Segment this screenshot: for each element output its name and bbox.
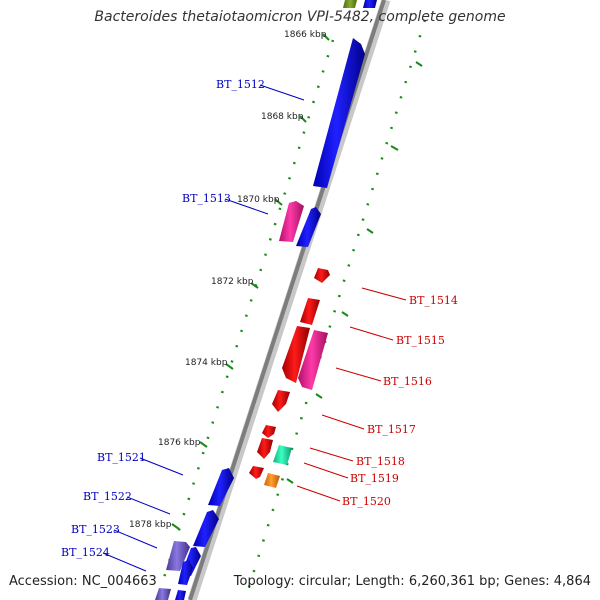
gene-label-bt-1516[interactable]: BT_1516	[383, 375, 432, 388]
tick-mark	[199, 441, 208, 448]
gene-label-bt-1513[interactable]: BT_1513	[182, 192, 231, 205]
gene-label-bt-1524[interactable]: BT_1524	[61, 546, 110, 559]
gene-label-bt-1518[interactable]: BT_1518	[356, 455, 405, 468]
gene-bt-1514[interactable]	[314, 268, 330, 283]
accession-label: Accession:	[9, 574, 78, 589]
gene-blue-bottom[interactable]	[175, 590, 186, 600]
gene-bt-1512[interactable]	[313, 38, 365, 188]
gene-bt-1524[interactable]	[178, 560, 193, 585]
gene-bt-1519[interactable]	[273, 445, 292, 465]
gene-bt-1523[interactable]	[166, 541, 190, 571]
dotted-track-left	[155, 39, 335, 600]
leader-bt-1521	[139, 457, 184, 476]
length-value: 6,260,361 bp	[408, 574, 496, 589]
gene-label-bt-1520[interactable]: BT_1520	[342, 495, 391, 508]
gene-bt-1520[interactable]	[264, 473, 280, 488]
gene-labels: BT_1512 BT_1513 BT_1514 BT_1515 BT_1516 …	[61, 78, 458, 559]
gene-bt-1522[interactable]	[193, 510, 219, 547]
gene-label-bt-1512[interactable]: BT_1512	[216, 78, 265, 91]
gene-label-bt-1521[interactable]: BT_1521	[97, 451, 146, 464]
kbp-label: 1878 kbp	[129, 520, 172, 530]
leader-lines	[102, 84, 407, 572]
gene-bt-1515[interactable]	[300, 298, 320, 325]
gene-bt-1516[interactable]	[282, 326, 310, 383]
accession-info: Accession: NC_004663	[9, 574, 157, 589]
gene-label-bt-1523[interactable]: BT_1523	[71, 523, 120, 536]
tick-mark	[415, 61, 423, 67]
gene-bt-1518-a[interactable]	[262, 425, 276, 438]
gene-bt-1517[interactable]	[272, 390, 290, 412]
gene-bt-1513-a[interactable]	[279, 201, 304, 242]
leader-bt-1515	[349, 326, 394, 341]
gene-bt-1518[interactable]	[257, 438, 273, 459]
genes-label: Genes:	[504, 574, 550, 589]
gene-label-bt-1514[interactable]: BT_1514	[409, 294, 458, 307]
gene-bt-1516-b[interactable]	[298, 330, 328, 390]
leader-bt-1513	[224, 198, 269, 215]
leader-bt-1524	[102, 552, 147, 572]
tick-mark	[341, 311, 349, 317]
gene-olive[interactable]	[343, 0, 357, 8]
tick-mark	[286, 478, 294, 484]
leader-bt-1517	[321, 414, 365, 430]
gene-bt-1520-a[interactable]	[249, 466, 264, 479]
tick-mark	[322, 33, 330, 41]
reverse-strand-genes	[249, 268, 330, 488]
gene-bt-1521[interactable]	[208, 468, 234, 506]
leader-bt-1522	[126, 496, 171, 515]
gene-label-bt-1519[interactable]: BT_1519	[350, 472, 399, 485]
leader-bt-1512	[259, 84, 305, 101]
gene-label-bt-1522[interactable]: BT_1522	[83, 490, 132, 503]
leader-bt-1520	[296, 485, 341, 502]
major-ticks	[171, 33, 423, 530]
gene-label-bt-1517[interactable]: BT_1517	[367, 423, 416, 436]
genes-value: 4,864	[553, 574, 591, 589]
tick-mark	[274, 198, 283, 206]
accession-value: NC_004663	[81, 574, 157, 589]
gene-blue[interactable]	[363, 0, 377, 8]
kbp-label: 1870 kbp	[237, 195, 280, 205]
forward-strand-genes	[155, 0, 377, 600]
kbp-label: 1866 kbp	[284, 30, 327, 40]
gene-bt-1513[interactable]	[296, 207, 321, 247]
tick-mark	[299, 115, 307, 123]
leader-bt-1523	[113, 529, 158, 549]
gene-label-bt-1515[interactable]: BT_1515	[396, 334, 445, 347]
leader-bt-1518	[309, 447, 354, 462]
tick-mark	[390, 145, 399, 151]
topology-value: circular	[298, 574, 347, 589]
tick-mark	[315, 393, 323, 399]
gene-bt-1525[interactable]	[155, 588, 171, 600]
kbp-labels: 1866 kbp 1868 kbp 1870 kbp 1872 kbp 1874…	[129, 30, 327, 530]
kbp-label: 1868 kbp	[261, 112, 304, 122]
topology-label: Topology:	[233, 574, 295, 589]
tick-mark	[171, 523, 180, 530]
map-title: Bacteroides thetaiotaomicron VPI-5482, c…	[94, 9, 506, 25]
leader-bt-1519	[303, 462, 349, 479]
kbp-label: 1874 kbp	[185, 358, 228, 368]
leader-bt-1514	[361, 287, 407, 301]
genome-summary: Topology: circular; Length: 6,260,361 bp…	[233, 574, 591, 589]
length-label: Length:	[355, 574, 405, 589]
kbp-label: 1876 kbp	[158, 438, 201, 448]
kbp-label: 1872 kbp	[211, 277, 254, 287]
tick-mark	[225, 363, 234, 370]
tick-mark	[250, 282, 259, 289]
leader-bt-1516	[335, 367, 382, 382]
tick-track-inner	[155, 19, 427, 600]
tick-mark	[366, 228, 374, 234]
